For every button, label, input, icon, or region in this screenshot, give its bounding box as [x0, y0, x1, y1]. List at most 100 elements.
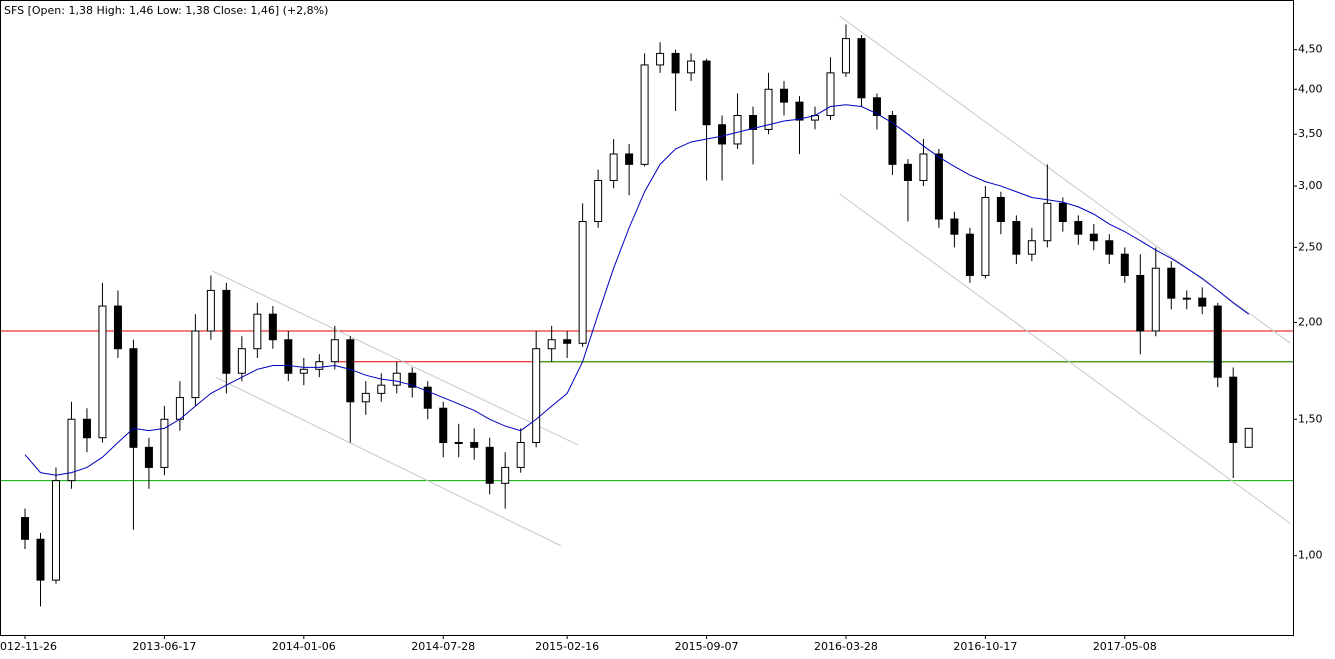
- candle-body: [857, 38, 866, 99]
- candle-body: [501, 466, 510, 484]
- candle-body: [1089, 233, 1098, 242]
- x-tick-label: 2014-01-06: [272, 640, 336, 653]
- y-tick-label: 4,50: [1298, 43, 1323, 56]
- candle-body: [1012, 221, 1021, 255]
- candle-body: [222, 289, 231, 374]
- candle-body: [284, 339, 293, 374]
- candle-body: [82, 418, 91, 439]
- y-tick-label: 1,00: [1298, 549, 1323, 562]
- candle-body: [1167, 267, 1176, 299]
- candle-body: [206, 289, 215, 332]
- candle-body: [718, 124, 727, 145]
- candle-body: [408, 372, 417, 388]
- candle-body: [903, 163, 912, 182]
- candle-body: [563, 339, 572, 344]
- candle-body: [965, 233, 974, 276]
- moving-average: [24, 104, 1250, 476]
- candle-body: [1229, 376, 1238, 443]
- candle-body: [67, 418, 76, 482]
- candle-body: [764, 88, 773, 130]
- trend-line: [212, 270, 579, 446]
- y-tick-label: 1,50: [1298, 412, 1323, 425]
- candle-body: [749, 115, 758, 130]
- candle-body: [609, 153, 618, 182]
- candle-body: [795, 101, 804, 121]
- candle-body: [454, 441, 463, 444]
- candle-body: [1198, 297, 1207, 307]
- y-tick-label: 2,50: [1298, 240, 1323, 253]
- candle-body: [656, 52, 665, 66]
- candle-body: [981, 196, 990, 276]
- candle-body: [826, 72, 835, 117]
- candle-body: [144, 446, 153, 468]
- candle-body: [439, 407, 448, 443]
- x-tick-label: 2016-03-28: [814, 640, 878, 653]
- candle-body: [470, 441, 479, 448]
- candle-body: [175, 397, 184, 420]
- y-tick-label: 3,00: [1298, 179, 1323, 192]
- candle-body: [702, 60, 711, 126]
- candle-body: [1043, 202, 1052, 242]
- chart-title: SFS [Open: 1,38 High: 1,46 Low: 1,38 Clo…: [4, 4, 328, 17]
- x-tick-label: 2016-10-17: [953, 640, 1017, 653]
- candle-body: [1244, 427, 1253, 448]
- candle-body: [315, 361, 324, 370]
- candle-body: [299, 368, 308, 374]
- y-tick-label: 3,50: [1298, 127, 1323, 140]
- candle-body: [919, 153, 928, 182]
- candle-body: [594, 180, 603, 223]
- candle-body: [361, 392, 370, 403]
- candle-body: [780, 88, 789, 103]
- candle-body: [1182, 297, 1191, 300]
- x-tick-label: 2015-02-16: [535, 640, 599, 653]
- candle-body: [268, 313, 277, 341]
- candle-body: [485, 446, 494, 484]
- x-tick-label: 2017-05-08: [1093, 640, 1157, 653]
- candle-body: [640, 64, 649, 165]
- candle-body: [237, 348, 246, 374]
- candle-body: [1213, 305, 1222, 378]
- trend-line: [215, 376, 562, 547]
- candle-body: [51, 480, 60, 581]
- candle-body: [392, 372, 401, 386]
- candle-body: [687, 60, 696, 74]
- candle-body: [532, 348, 541, 443]
- candle-body: [888, 115, 897, 165]
- candle-body: [160, 418, 169, 468]
- y-tick-label: 4,00: [1298, 82, 1323, 95]
- x-tick-label: 2012-11-26: [0, 640, 57, 653]
- candle-body: [1136, 274, 1145, 332]
- candle-body: [1105, 240, 1114, 255]
- x-tick-label: 2015-09-07: [675, 640, 739, 653]
- candle-body: [21, 517, 29, 540]
- candle-body: [547, 339, 556, 350]
- candle-body: [36, 538, 45, 581]
- candle-body: [841, 38, 850, 74]
- candle-body: [98, 305, 107, 439]
- candle-body: [1074, 221, 1083, 235]
- candle-body: [330, 339, 339, 363]
- candle-body: [129, 348, 138, 448]
- candle-body: [625, 153, 634, 165]
- x-tick-label: 2013-06-17: [132, 640, 196, 653]
- plot-frame: [0, 0, 1294, 636]
- candle-body: [934, 153, 943, 220]
- candle-body: [516, 441, 525, 468]
- candle-body: [733, 115, 742, 145]
- candle-body: [671, 52, 680, 74]
- candle-body: [950, 218, 959, 235]
- candle-body: [113, 305, 122, 350]
- candle-body: [996, 196, 1005, 223]
- candle-body: [423, 386, 432, 409]
- x-tick-label: 2014-07-28: [411, 640, 475, 653]
- candle-body: [578, 221, 587, 344]
- candle-body: [1151, 267, 1160, 332]
- y-tick-label: 2,00: [1298, 315, 1323, 328]
- candle-body: [1120, 253, 1129, 276]
- candle-body: [872, 97, 881, 117]
- candle-body: [1027, 240, 1036, 255]
- candle-body: [253, 313, 262, 350]
- candle-body: [1058, 202, 1067, 223]
- candle-body: [191, 330, 200, 399]
